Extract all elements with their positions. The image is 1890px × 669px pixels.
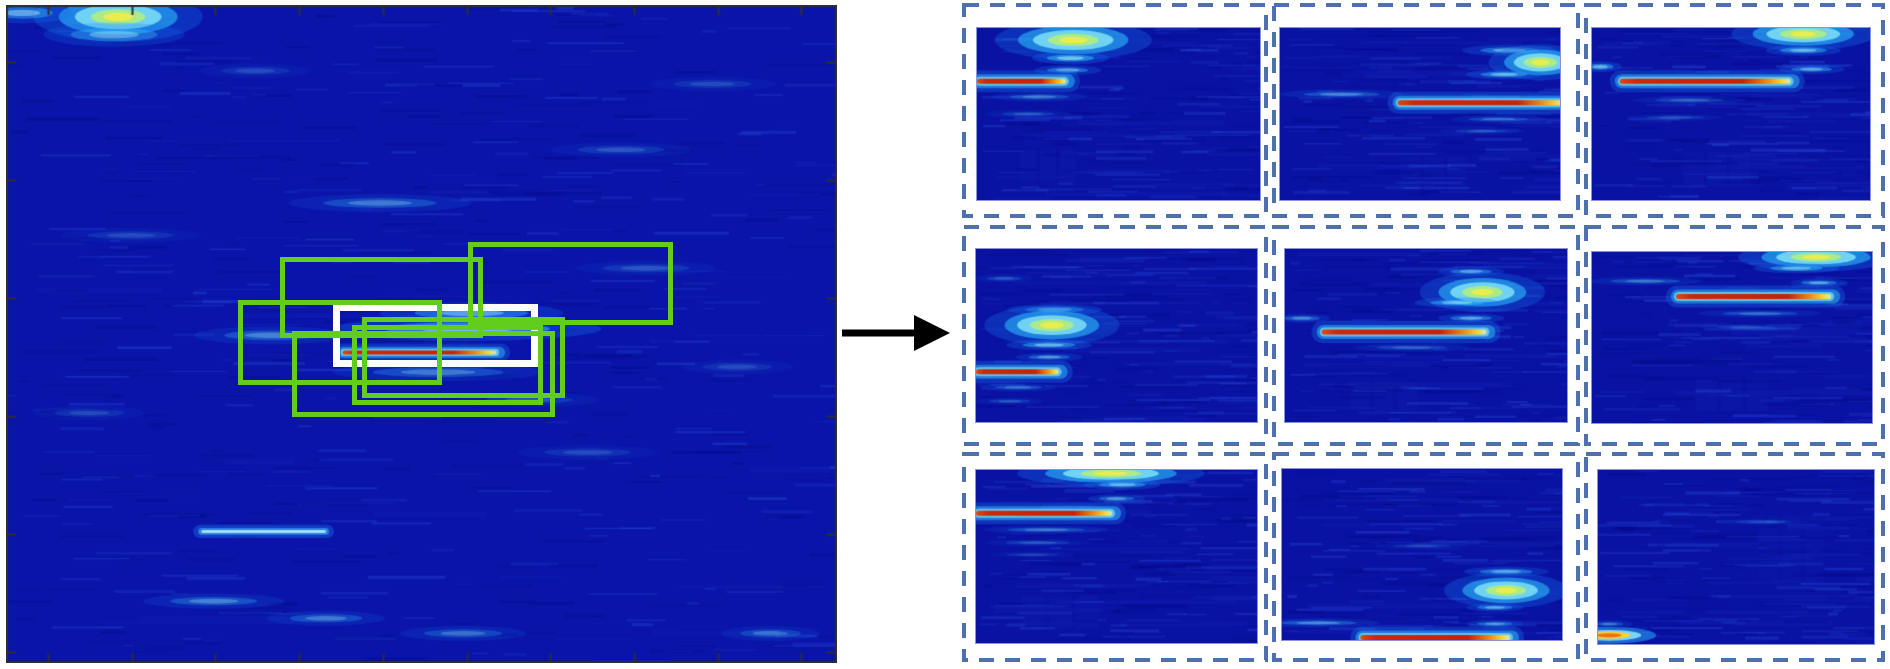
dashed-border <box>1272 3 1580 218</box>
flow-arrow-icon <box>842 315 950 351</box>
patch-cell-3-3 <box>1584 452 1885 662</box>
target-patch-3-1 <box>975 469 1258 644</box>
patch-cell-1-3 <box>1584 3 1885 218</box>
dashed-border <box>1584 452 1885 662</box>
target-patch-3-3 <box>1597 469 1875 645</box>
proposal-box-3 <box>238 300 442 385</box>
target-patch-1-2 <box>1279 27 1561 201</box>
target-patch-2-2 <box>1284 248 1568 423</box>
dashed-border <box>962 3 1268 218</box>
target-patch-2-1 <box>975 248 1258 423</box>
proposal-box-5 <box>352 325 543 405</box>
patch-cell-1-1 <box>962 3 1268 218</box>
patch-cell-3-2 <box>1272 452 1580 662</box>
dashed-border <box>1584 225 1885 446</box>
patch-cell-3-1 <box>962 452 1268 662</box>
sar-image-panel <box>6 5 837 663</box>
patch-cell-2-3 <box>1584 225 1885 446</box>
dashed-border <box>1584 3 1885 218</box>
dashed-border <box>962 452 1268 662</box>
dashed-border <box>1272 452 1580 662</box>
target-patch-1-1 <box>976 27 1261 201</box>
target-patch-2-3 <box>1591 251 1873 424</box>
target-patch-1-3 <box>1591 27 1871 201</box>
proposal-box-6 <box>292 331 555 417</box>
target-patch-3-2 <box>1281 468 1563 641</box>
proposal-box-2 <box>468 242 673 325</box>
proposal-box-4 <box>362 317 565 398</box>
patch-cell-1-2 <box>1272 3 1580 218</box>
